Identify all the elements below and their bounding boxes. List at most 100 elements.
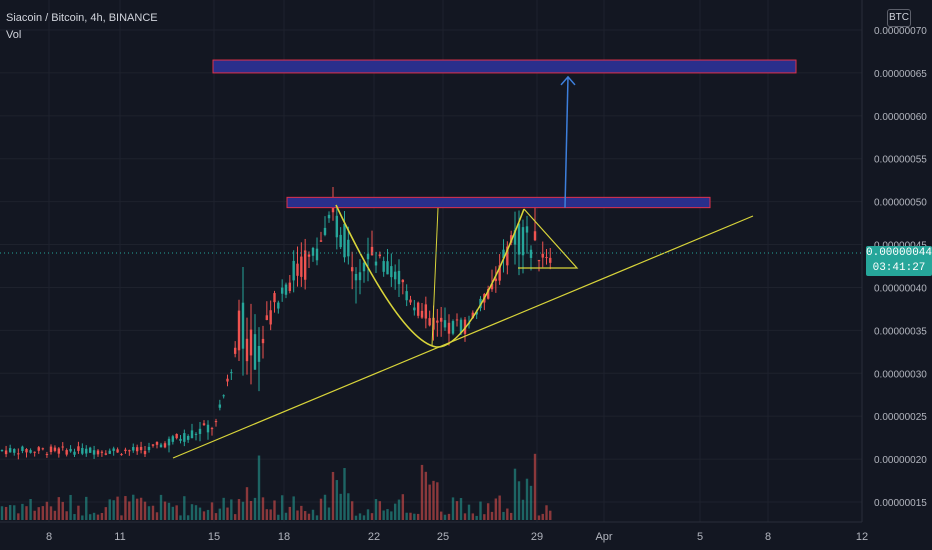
candle-body bbox=[420, 310, 424, 318]
currency-badge[interactable]: BTC bbox=[887, 9, 911, 27]
volume-bar bbox=[545, 505, 548, 520]
symbol-title[interactable]: Siacoin / Bitcoin, 4h, BINANCE bbox=[6, 12, 158, 24]
volume-bar bbox=[331, 471, 335, 520]
volume-indicator-label[interactable]: Vol bbox=[6, 29, 22, 41]
handle-triangle bbox=[518, 208, 579, 269]
candle-body bbox=[21, 446, 24, 451]
candle-body bbox=[218, 404, 222, 408]
volume-bar bbox=[428, 484, 431, 520]
volume-bar bbox=[455, 501, 459, 520]
uptrend-line bbox=[172, 215, 754, 459]
time-tick-label: Apr bbox=[595, 531, 612, 543]
volume-bar bbox=[226, 507, 229, 520]
candle-body bbox=[382, 261, 385, 272]
volume-bar bbox=[108, 499, 111, 520]
volume-bar bbox=[100, 512, 104, 520]
volume-bar bbox=[323, 494, 327, 520]
candle-body bbox=[463, 319, 467, 334]
time-tick-label: 25 bbox=[437, 531, 449, 543]
volume-bar bbox=[401, 494, 405, 520]
volume-bar bbox=[521, 499, 525, 520]
volume-bar bbox=[280, 495, 284, 520]
candle-body bbox=[486, 288, 490, 299]
volume-bar bbox=[104, 507, 108, 520]
volume-bar bbox=[354, 515, 358, 520]
candle-body bbox=[397, 270, 401, 285]
volume-bar bbox=[53, 510, 57, 520]
candle-body bbox=[167, 438, 171, 446]
volume-bar bbox=[467, 504, 471, 520]
candle-body bbox=[292, 260, 295, 281]
candle-body bbox=[171, 436, 175, 442]
volume-bar bbox=[393, 503, 397, 520]
volume-bar bbox=[124, 496, 127, 520]
candle-body bbox=[261, 338, 265, 344]
candle-body bbox=[194, 433, 198, 435]
candle-body bbox=[432, 317, 435, 330]
candle-body bbox=[428, 318, 431, 326]
candle-body bbox=[303, 250, 307, 280]
annotations bbox=[172, 59, 797, 459]
volume-bar bbox=[486, 503, 490, 520]
volume-bar bbox=[303, 511, 307, 520]
candle-body bbox=[475, 311, 478, 315]
volume-bar bbox=[171, 506, 175, 520]
candle-body bbox=[233, 347, 237, 354]
candle-body bbox=[269, 310, 272, 325]
candle-body bbox=[366, 253, 370, 260]
volume-bar bbox=[358, 513, 362, 520]
candle-body bbox=[257, 345, 261, 362]
candle-body bbox=[521, 227, 525, 256]
volume-bar bbox=[327, 507, 331, 520]
candle-body bbox=[378, 254, 382, 257]
volume-bar bbox=[347, 493, 350, 520]
volume-bar bbox=[277, 514, 280, 520]
candle-body bbox=[471, 312, 475, 318]
price-tick-label: 0.00000040 bbox=[874, 283, 927, 294]
volume-bar bbox=[513, 468, 517, 520]
time-tick-label: 8 bbox=[46, 531, 52, 543]
candle-body bbox=[549, 257, 552, 263]
volume-bar bbox=[92, 512, 96, 520]
volume-bar bbox=[509, 512, 513, 520]
candle-body bbox=[25, 449, 28, 453]
volume-bar bbox=[4, 506, 8, 520]
candle-body bbox=[230, 372, 233, 374]
candle-body bbox=[265, 315, 269, 320]
volume-bar bbox=[132, 494, 135, 520]
volume-bar bbox=[541, 513, 544, 520]
volume-bar bbox=[284, 512, 288, 520]
volume-bar bbox=[432, 480, 435, 520]
volume-bar bbox=[81, 515, 84, 520]
candle-body bbox=[57, 448, 61, 454]
candle-body bbox=[210, 428, 214, 430]
candle-body bbox=[509, 235, 513, 243]
volume-bar bbox=[533, 453, 537, 520]
candle-body bbox=[323, 227, 327, 235]
candle-body bbox=[362, 262, 366, 272]
volume-bar bbox=[390, 511, 393, 520]
candle-body bbox=[288, 282, 292, 291]
candle-body bbox=[116, 449, 119, 453]
time-tick-label: 11 bbox=[114, 531, 125, 543]
volume-bar bbox=[179, 515, 182, 520]
candle-body bbox=[393, 271, 397, 280]
volume-bar bbox=[41, 506, 45, 520]
candle-body bbox=[439, 317, 443, 322]
candle-body bbox=[339, 234, 342, 248]
volume-bar bbox=[249, 501, 253, 520]
candle-body bbox=[92, 450, 96, 455]
candle-body bbox=[533, 231, 537, 241]
candle-body bbox=[37, 447, 40, 451]
volume-bar bbox=[163, 501, 167, 520]
candle-body bbox=[315, 248, 319, 261]
time-axis[interactable] bbox=[0, 522, 932, 550]
volume-bar bbox=[57, 497, 61, 520]
volume-bar bbox=[366, 509, 370, 520]
candle-body bbox=[108, 450, 111, 454]
candle-body bbox=[139, 446, 143, 451]
candle-body bbox=[88, 447, 92, 453]
candle-body bbox=[85, 448, 88, 454]
volume-bar bbox=[8, 505, 12, 520]
